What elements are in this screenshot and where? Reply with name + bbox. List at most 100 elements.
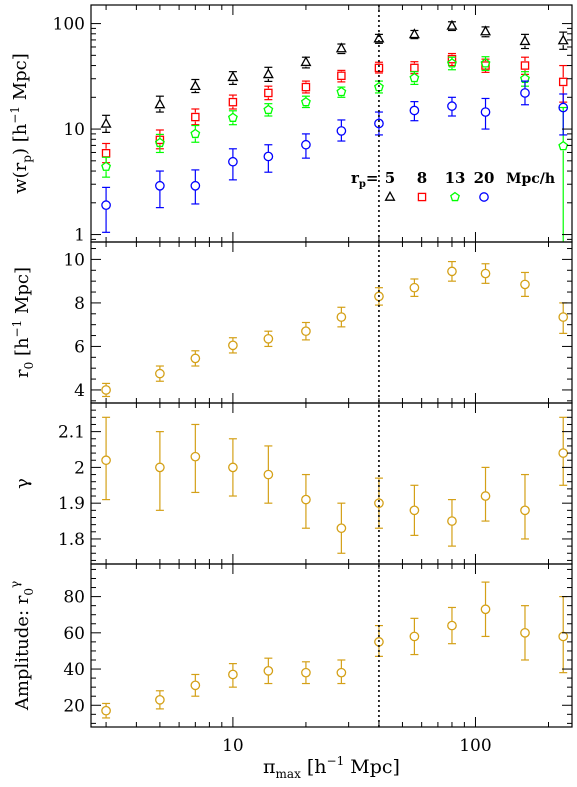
data-point [155,694,165,705]
panel-gamma [101,416,569,554]
data-point [520,88,530,98]
legend-prefix: rp= [351,169,378,190]
data-point [558,631,569,642]
y-tick-label: 60 [63,624,85,644]
data-point [519,35,531,46]
series-gold-0 [101,581,569,719]
y-tick-label: 6 [74,337,85,357]
y-tick-label: 20 [63,696,85,716]
data-point [409,282,420,293]
data-point [409,72,420,83]
data-point [447,54,457,64]
data-point [227,112,238,122]
panel-w_rp [100,19,569,242]
data-point [101,455,111,466]
legend-label-5: 5 [385,169,395,187]
data-point [264,88,273,98]
data-point [262,68,274,79]
data-point [374,118,384,129]
data-point [447,101,457,111]
panel-frame [90,402,573,565]
data-point [300,96,311,107]
data-point [480,268,491,279]
data-point [301,82,311,92]
data-point [447,266,457,277]
legend-marker-5 [384,190,396,201]
legend-label-20: 20 [474,169,495,187]
y-tick-label: 1 [74,226,85,246]
data-point [480,58,491,68]
data-point [410,63,419,73]
x-axis-label: πmax [h−1 Mpc] [263,754,400,781]
data-point [190,353,201,364]
data-point [190,180,201,191]
data-point [155,462,165,473]
data-point [227,71,239,82]
data-point [520,627,530,638]
legend: rp= 5 8 13 20 Mpc/h [351,169,555,202]
series-5 [100,19,569,133]
legend-marker-13 [450,191,460,202]
legend-marker-20 [479,192,489,202]
series-gold-0 [101,260,569,398]
x-tick-label: 10 [222,736,244,756]
panel-amplitude [101,581,569,719]
data-point [263,666,274,676]
x-tick-label: 100 [459,736,491,756]
data-point [228,156,238,167]
data-point [336,523,347,534]
y-tick-label: 1.8 [58,530,85,550]
data-point [558,102,569,113]
y-tick-label: 1.9 [58,494,85,514]
panel-frame [90,4,573,243]
legend-label-13: 13 [445,169,466,187]
series-13 [101,56,569,242]
data-point [336,667,347,678]
data-point [557,34,569,45]
data-point [480,25,492,36]
panel-frame [90,563,573,728]
data-point [101,705,111,716]
y-axis-label: w(rp) [h−1 Mpc] [8,53,34,194]
data-point [558,77,568,87]
data-point [190,451,201,462]
data-point [228,669,238,680]
data-point [189,80,201,91]
panel-r0 [101,260,569,398]
data-point [520,279,530,290]
y-tick-label: 10 [63,120,85,140]
data-point [558,448,569,458]
data-point [337,71,346,81]
data-point [374,498,384,509]
data-point [480,491,491,501]
data-point [228,462,238,473]
data-point [263,104,274,115]
data-point [447,620,457,631]
data-point [101,385,111,395]
data-point [446,19,458,30]
data-point [301,326,311,337]
data-point [520,505,530,516]
y-tick-label: 2.1 [58,423,85,443]
data-point [336,86,347,97]
data-point [336,312,347,322]
y-tick-label: 8 [74,294,85,314]
data-point [155,368,165,379]
data-point [154,137,165,148]
panel-frame [90,241,573,404]
data-point [228,97,238,107]
data-point [336,126,347,136]
y-tick-label: 100 [53,15,85,35]
data-point [408,28,420,39]
data-point [154,98,166,109]
data-point [301,494,311,505]
series-gold-0 [101,416,569,554]
data-point [447,516,457,526]
data-point [480,107,491,117]
y-tick-label: 80 [63,588,85,608]
series-8 [101,52,568,164]
data-point [263,469,274,480]
legend-unit: Mpc/h [506,171,555,187]
data-point [100,117,112,128]
